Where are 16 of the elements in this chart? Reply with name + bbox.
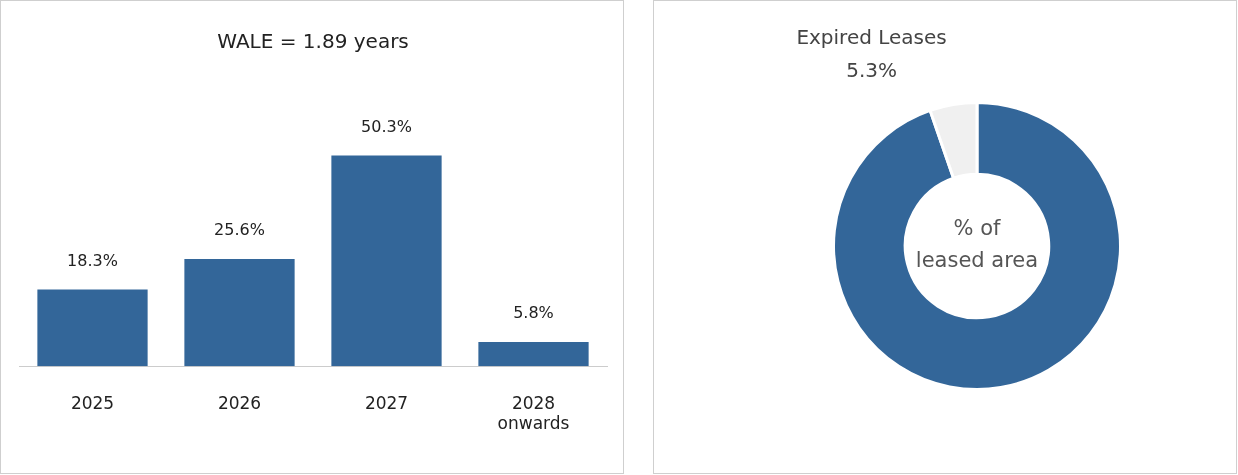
chart-title: WALE = 1.89 years [217,29,409,54]
x-tick-label: 2025 [70,392,115,413]
x-tick-label: 2027 [364,392,409,413]
data-label: 50.3% [361,116,412,136]
data-label: 5.3% [846,58,897,83]
data-label: 18.3% [67,250,118,270]
x-tick-label: 2026 [217,392,262,413]
data-label: 25.6% [214,220,265,240]
bar [331,155,442,367]
bar [478,341,589,367]
bar [184,259,295,367]
data-label: 5.8% [513,303,554,323]
text: % of leased area [915,216,1039,273]
slice-label: Expired Leases [796,25,947,50]
x-tick-label: 2028 onwards [497,392,570,434]
bar [37,289,148,367]
